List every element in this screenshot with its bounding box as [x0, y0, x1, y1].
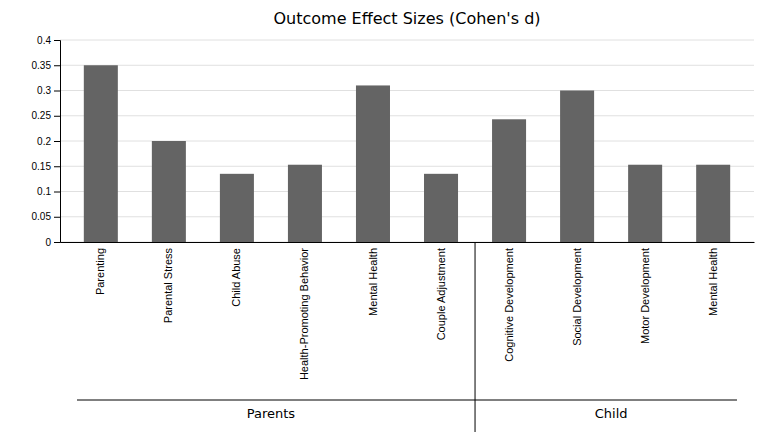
bar	[356, 85, 390, 242]
x-tick: Couple Adjustment	[435, 242, 447, 340]
bar	[152, 141, 186, 242]
x-axis-line	[61, 242, 755, 243]
chart: 00.050.10.150.20.250.30.350.4ParentingPa…	[0, 0, 774, 437]
x-tick-label: Social Development	[571, 248, 583, 346]
bar	[288, 165, 322, 242]
y-tick: 0.05	[32, 211, 60, 222]
group-bracket	[475, 400, 737, 401]
y-tick-mark	[54, 40, 60, 41]
x-tick-label: Cognitive Development	[503, 248, 515, 362]
group-label: Parents	[247, 406, 296, 421]
bar	[696, 165, 730, 242]
y-tick: 0.4	[37, 35, 60, 46]
plot: 00.050.10.150.20.250.30.350.4ParentingPa…	[32, 35, 755, 432]
y-tick-mark	[54, 217, 60, 218]
y-tick-mark	[54, 242, 60, 243]
y-tick-label: 0.4	[37, 35, 51, 46]
grid-line	[60, 90, 754, 91]
y-tick-label: 0.1	[37, 186, 51, 197]
x-tick-label: Couple Adjustment	[435, 248, 447, 340]
y-tick-label: 0	[45, 237, 51, 248]
y-axis-line	[54, 41, 61, 243]
y-tick-mark	[54, 141, 60, 142]
bar	[84, 65, 118, 242]
x-tick-label: Parenting	[94, 248, 106, 295]
y-tick: 0.1	[37, 186, 60, 197]
x-tick: Mental Health	[707, 242, 719, 316]
y-tick-label: 0.35	[32, 60, 52, 71]
y-tick: 0	[45, 237, 60, 248]
y-tick-mark	[54, 166, 60, 167]
y-tick-mark	[54, 116, 60, 117]
y-tick-label: 0.05	[32, 211, 52, 222]
x-tick: Parenting	[94, 242, 106, 295]
x-tick-label: Parental Stress	[162, 248, 174, 324]
x-tick-label: Motor Development	[639, 248, 651, 344]
groups: Parents Child	[77, 242, 737, 432]
y-axis: 0 0.05 0.1 0.15 0.2 0.25 0.3 0.35 0.4	[32, 35, 61, 248]
y-tick-label: 0.2	[37, 136, 51, 147]
x-axis: Parenting Parental Stress Child Abuse Healt…	[61, 242, 755, 380]
y-tick: 0.3	[37, 85, 60, 96]
bar	[220, 174, 254, 242]
x-tick: Parental Stress	[162, 242, 174, 323]
grid-line	[60, 40, 754, 41]
grid	[60, 40, 754, 242]
x-tick: Cognitive Development	[503, 242, 515, 362]
bar	[424, 174, 458, 242]
title: Outcome Effect Sizes (Cohen's d)	[273, 9, 540, 28]
y-tick: 0.15	[32, 161, 60, 172]
x-tick-label: Mental Health	[707, 248, 719, 316]
y-tick: 0.35	[32, 60, 60, 71]
x-tick: Motor Development	[639, 242, 651, 344]
grid-line	[60, 115, 754, 116]
y-tick-mark	[54, 65, 60, 66]
x-tick: Health-Promoting Behavior	[298, 242, 310, 380]
bar	[492, 119, 526, 242]
bars	[84, 65, 730, 242]
y-tick-mark	[54, 91, 60, 92]
bar	[628, 165, 662, 242]
x-tick-label: Mental Health	[367, 248, 379, 316]
x-tick: Mental Health	[367, 242, 379, 316]
y-tick-label: 0.25	[32, 110, 52, 121]
x-tick-label: Health-Promoting Behavior	[298, 248, 310, 380]
group-divider	[475, 242, 476, 432]
y-tick: 0.25	[32, 110, 60, 121]
x-tick-label: Child Abuse	[230, 248, 242, 307]
group-label: Child	[595, 406, 628, 421]
x-tick: Social Development	[571, 242, 583, 346]
x-tick: Child Abuse	[230, 242, 242, 307]
y-tick-mark	[54, 192, 60, 193]
y-tick-label: 0.3	[37, 85, 51, 96]
group-bracket	[77, 400, 475, 401]
y-tick: 0.2	[37, 136, 60, 147]
y-tick-label: 0.15	[32, 161, 52, 172]
grid-line	[60, 65, 754, 66]
bar	[560, 91, 594, 243]
